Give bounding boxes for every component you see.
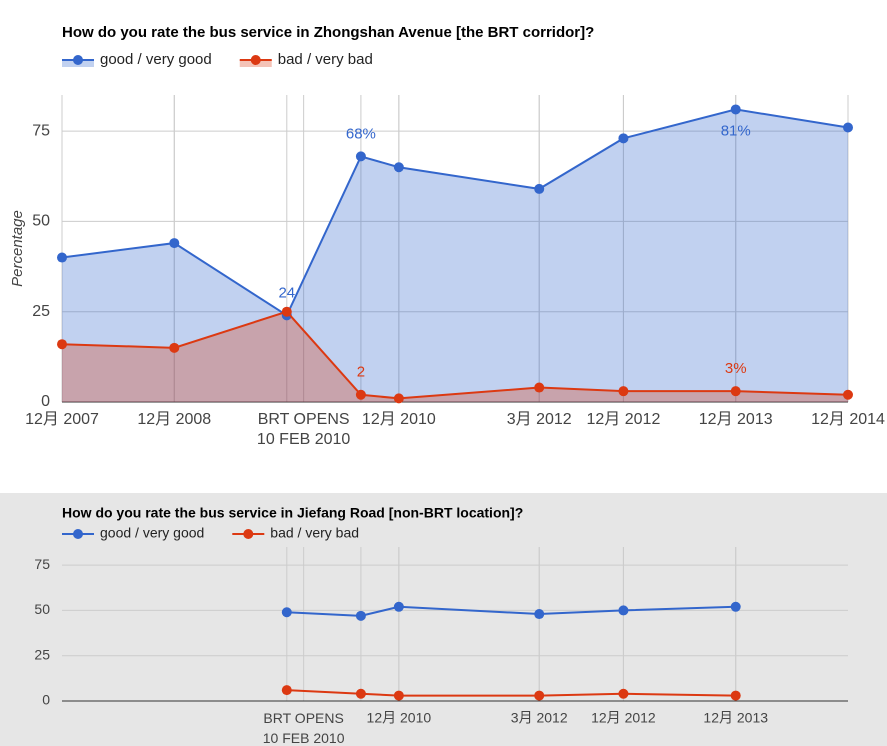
data-point: [843, 389, 853, 400]
y-tick-label: 25: [32, 303, 50, 320]
bottom-background: [0, 493, 887, 746]
area: [62, 109, 848, 403]
data-point: [534, 690, 545, 701]
x-tick-label: BRT OPENS 10 FEB 2010: [263, 710, 345, 746]
x-tick-label: 12月 2008: [137, 411, 211, 428]
data-point: [393, 393, 404, 404]
data-point: [393, 162, 404, 173]
x-tick-label: 12月 2012: [587, 411, 661, 428]
data-point: [618, 688, 629, 699]
x-tick-label: 3月 2012: [507, 411, 572, 428]
x-tick-label: 12月 2010: [367, 710, 432, 726]
y-tick-label: 50: [34, 601, 50, 617]
x-tick-label: 12月 2014: [811, 411, 885, 428]
data-point: [843, 122, 853, 133]
x-tick-label: 12月 2010: [362, 411, 436, 428]
data-point: [393, 690, 404, 701]
legend-label: good / very good: [100, 525, 204, 541]
legend-swatch-dot: [73, 529, 83, 539]
data-point: [618, 133, 629, 144]
x-tick-label: BRT OPENS 10 FEB 2010: [257, 411, 351, 448]
chart-title: How do you rate the bus service in Jiefa…: [62, 505, 523, 521]
data-label: 3%: [725, 360, 747, 377]
data-point: [730, 601, 741, 612]
data-point: [355, 389, 366, 400]
y-tick-label: 0: [42, 692, 50, 708]
data-point: [730, 386, 741, 397]
data-point: [169, 342, 180, 353]
y-axis-title: Percentage: [9, 210, 26, 287]
data-point: [281, 306, 292, 317]
y-tick-label: 75: [34, 556, 50, 572]
data-point: [534, 609, 545, 620]
legend-label: bad / very bad: [278, 51, 373, 68]
data-point: [57, 252, 67, 263]
legend-label: good / very good: [100, 51, 212, 68]
x-tick-label: 3月 2012: [511, 710, 568, 726]
y-tick-label: 0: [41, 393, 50, 410]
data-point: [618, 386, 629, 397]
x-tick-label: 12月 2013: [699, 411, 773, 428]
data-point: [534, 382, 545, 393]
y-tick-label: 50: [32, 213, 50, 230]
x-tick-label: 12月 2012: [591, 710, 656, 726]
data-point: [281, 685, 292, 696]
data-point: [169, 238, 180, 249]
area: [62, 311, 848, 402]
y-tick-label: 75: [32, 122, 50, 139]
data-label: 2: [357, 364, 365, 381]
data-point: [281, 607, 292, 618]
data-point: [618, 605, 629, 616]
data-point: [730, 104, 741, 115]
legend-swatch-dot: [250, 55, 261, 65]
data-point: [355, 688, 366, 699]
data-label: 81%: [721, 122, 751, 139]
legend-swatch-dot: [243, 529, 254, 539]
data-point: [393, 601, 404, 612]
data-point: [355, 151, 366, 162]
x-tick-label: 12月 2013: [703, 710, 768, 726]
y-tick-label: 25: [34, 646, 50, 662]
series-line: [286, 605, 736, 617]
legend-swatch-dot: [73, 55, 83, 65]
data-point: [730, 690, 741, 701]
data-point: [57, 339, 67, 350]
chart-title: How do you rate the bus service in Zhong…: [62, 24, 594, 41]
data-point: [355, 610, 366, 621]
series-line: [286, 689, 736, 697]
data-label: 24: [278, 284, 295, 301]
data-point: [534, 183, 545, 194]
legend-label: bad / very bad: [270, 525, 359, 541]
data-label: 68%: [346, 125, 376, 142]
x-tick-label: 12月 2007: [25, 411, 99, 428]
